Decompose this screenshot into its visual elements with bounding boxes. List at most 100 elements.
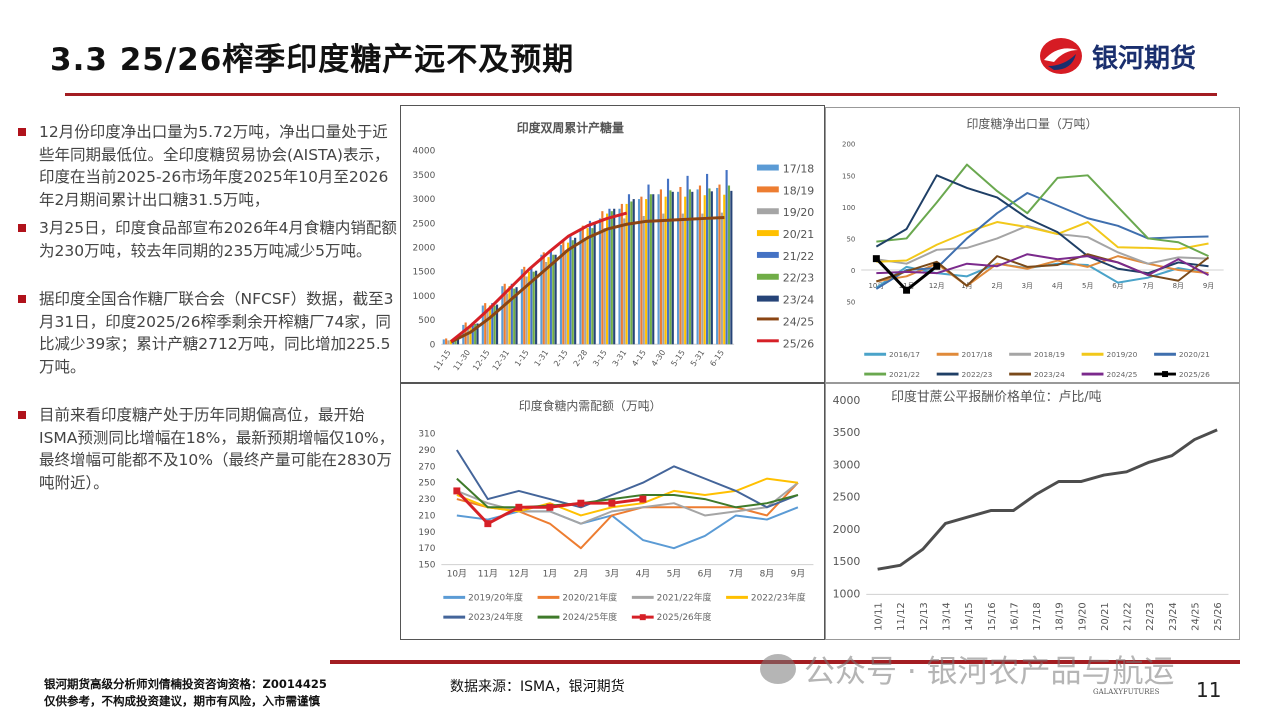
- legend-label: 2024/25: [1106, 370, 1137, 379]
- watermark-text: 公众号 · 银河农产品与航运: [804, 654, 1175, 690]
- legend-label: 2023/24: [1034, 370, 1065, 379]
- x-tick-label: 23/24: [1168, 602, 1179, 631]
- bar: [586, 228, 589, 345]
- legend-label: 20/21: [783, 228, 814, 241]
- x-tick-label: 8月: [1173, 282, 1184, 290]
- bar: [447, 340, 450, 345]
- bar: [442, 339, 445, 345]
- bar: [716, 187, 719, 345]
- bar: [701, 213, 704, 345]
- chart-frp-price: 印度甘蔗公平报酬价格单位：卢比/吨 1000 1500 2000 2500 3000 350…: [825, 383, 1240, 640]
- y-tick-label: 1000: [413, 292, 436, 302]
- legend-label: 2025/26年度: [657, 611, 712, 623]
- bar: [593, 223, 596, 345]
- bar: [659, 189, 662, 345]
- bar: [579, 230, 582, 345]
- data-point: [515, 503, 523, 511]
- y-tick-label: 230: [418, 495, 435, 505]
- bar: [601, 211, 604, 345]
- bar: [488, 305, 492, 345]
- bar: [632, 199, 635, 345]
- bar: [679, 186, 682, 345]
- y-tick-label: 190: [418, 528, 435, 538]
- x-tick-label: 3月: [1022, 282, 1033, 290]
- legend-label: 2021/22: [889, 370, 920, 379]
- x-tick-label: 22/23: [1145, 602, 1156, 631]
- bar: [545, 261, 548, 345]
- bar: [513, 288, 516, 345]
- x-tick-label: 4月: [1052, 282, 1063, 290]
- bar: [727, 185, 731, 345]
- y-tick-label: 0: [430, 340, 436, 350]
- bar: [610, 211, 613, 345]
- data-point: [872, 255, 880, 263]
- y-tick-label: 2500: [833, 491, 861, 504]
- y-tick-label: 2500: [413, 219, 436, 229]
- y-tick-label: 310: [418, 430, 435, 440]
- series-line: [876, 253, 1209, 277]
- x-tick-label: 3月: [605, 568, 620, 579]
- x-tick-label: 3-31: [611, 348, 629, 368]
- x-tick-label: 6月: [698, 568, 713, 579]
- x-tick-label: 19/20: [1077, 602, 1088, 631]
- bar: [698, 185, 702, 345]
- bar: [623, 218, 626, 345]
- bar: [508, 286, 511, 345]
- bar: [547, 257, 550, 345]
- legend-label: 18/19: [783, 184, 814, 197]
- bullet-square-icon: [18, 128, 26, 136]
- legend-marker: [1162, 371, 1169, 378]
- bar: [486, 310, 489, 345]
- bar: [523, 266, 526, 345]
- bar: [706, 173, 709, 345]
- brand-logo: 银河期货: [1038, 36, 1196, 76]
- bar: [649, 194, 652, 345]
- bar: [681, 213, 684, 345]
- bar: [691, 191, 694, 345]
- y-tick-label: 500: [418, 316, 435, 326]
- data-source: 数据来源：ISMA，银河期货: [450, 679, 625, 695]
- bar: [630, 201, 633, 345]
- x-tick-label: 17/18: [1032, 602, 1043, 631]
- x-tick-label: 21/22: [1123, 602, 1134, 631]
- bar: [723, 194, 726, 345]
- bar: [456, 338, 460, 345]
- page-title: 3.3 25/26榨季印度糖产远不及预期: [50, 42, 575, 78]
- y-tick-label: 150: [418, 561, 435, 571]
- x-tick-label: 5月: [1082, 282, 1093, 290]
- x-tick-label: 16/17: [1009, 602, 1020, 631]
- x-tick-label: 11/12: [896, 602, 907, 631]
- legend-label: 22/23: [783, 272, 814, 285]
- wechat-icon: [760, 653, 796, 684]
- y-tick-label: 2000: [833, 523, 861, 536]
- x-tick-label: 11月: [478, 568, 498, 579]
- legend-swatch: [756, 295, 779, 302]
- x-tick-label: 5-31: [689, 348, 707, 368]
- x-tick-label: 10月: [868, 282, 884, 290]
- bar: [569, 235, 572, 345]
- y-tick-label: 1000: [833, 587, 861, 600]
- legend-label: 2020/21年度: [562, 591, 617, 603]
- bar: [627, 194, 631, 345]
- y-tick-label: 150: [842, 172, 855, 180]
- bar: [640, 196, 643, 345]
- bar: [552, 254, 555, 345]
- chart-svg: 印度甘蔗公平报酬价格单位：卢比/吨 1000 1500 2000 2500 3000 350…: [833, 389, 1229, 631]
- bar: [652, 194, 655, 345]
- legend-label: 21/22: [783, 250, 814, 263]
- bar: [688, 189, 691, 345]
- legend-label: 2022/23: [962, 370, 993, 379]
- bar: [481, 305, 484, 345]
- chart-title: 印度甘蔗公平报酬价格单位：卢比/吨: [891, 389, 1101, 405]
- y-tick-label: 270: [418, 462, 435, 472]
- x-tick-label: 2-28: [572, 348, 590, 368]
- legend-swatch: [756, 164, 779, 171]
- legend-label: 2016/17: [889, 350, 920, 359]
- y-tick-label: 2000: [413, 243, 436, 253]
- bar: [503, 283, 506, 345]
- bullet-list: 12月份印度净出口量为5.72万吨，净出口量处于近些年同期最低位。全印度糖贸易协…: [18, 121, 398, 500]
- series-line: [876, 255, 1209, 287]
- bar: [642, 216, 645, 345]
- x-tick-label: 14/15: [964, 602, 975, 631]
